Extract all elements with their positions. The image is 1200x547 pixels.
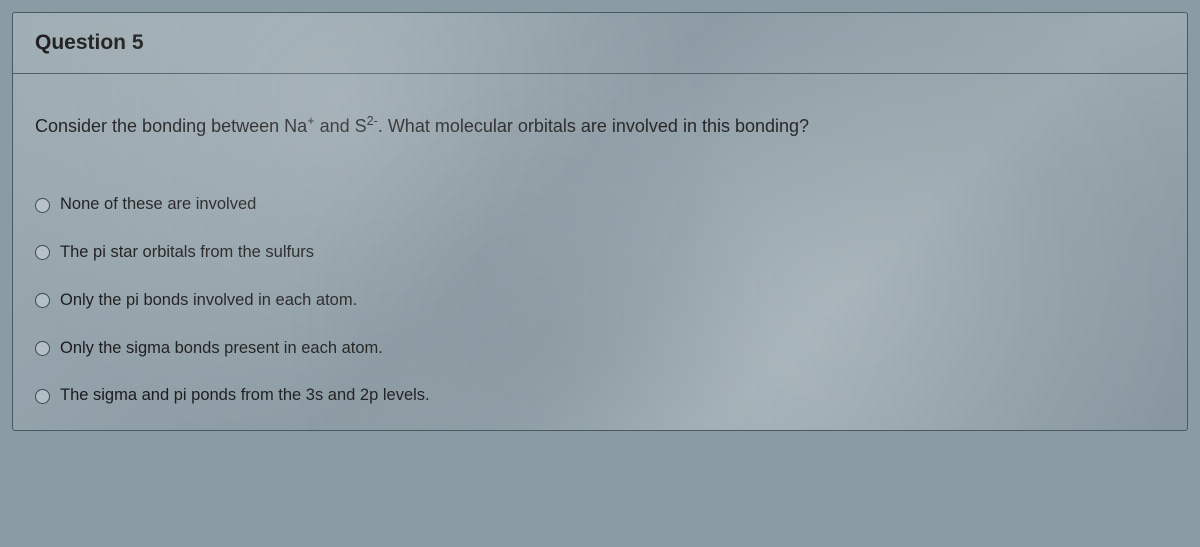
question-prompt: Consider the bonding between Na+ and S2-… xyxy=(35,114,1165,139)
radio-icon[interactable] xyxy=(35,389,50,404)
option-row[interactable]: None of these are involved xyxy=(35,195,1165,215)
radio-icon[interactable] xyxy=(35,293,50,308)
option-row[interactable]: The pi star orbitals from the sulfurs xyxy=(35,243,1165,263)
option-row[interactable]: Only the pi bonds involved in each atom. xyxy=(35,291,1165,311)
options-list: None of these are involved The pi star o… xyxy=(35,195,1165,406)
radio-icon[interactable] xyxy=(35,341,50,356)
option-label: The sigma and pi ponds from the 3s and 2… xyxy=(60,386,430,406)
option-label: Only the pi bonds involved in each atom. xyxy=(60,291,357,311)
option-label: None of these are involved xyxy=(60,195,256,215)
radio-icon[interactable] xyxy=(35,198,50,213)
question-title: Question 5 xyxy=(35,31,1165,55)
option-row[interactable]: Only the sigma bonds present in each ato… xyxy=(35,339,1165,359)
option-label: The pi star orbitals from the sulfurs xyxy=(60,243,314,263)
option-row[interactable]: The sigma and pi ponds from the 3s and 2… xyxy=(35,386,1165,406)
option-label: Only the sigma bonds present in each ato… xyxy=(60,339,383,359)
question-card: Question 5 Consider the bonding between … xyxy=(12,12,1188,431)
question-header: Question 5 xyxy=(13,13,1187,74)
radio-icon[interactable] xyxy=(35,245,50,260)
question-body: Consider the bonding between Na+ and S2-… xyxy=(13,74,1187,430)
